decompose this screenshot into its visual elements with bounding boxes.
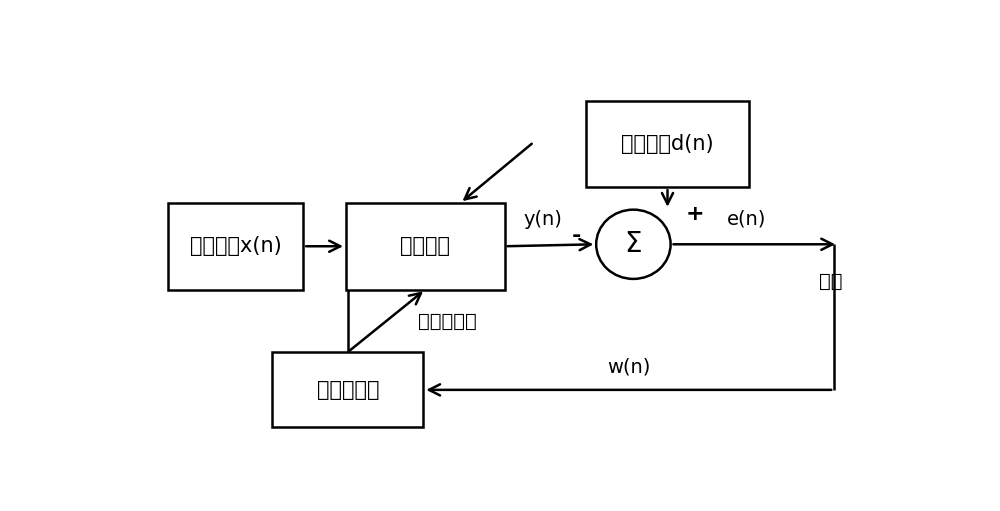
- Bar: [168, 203, 303, 290]
- Text: 滤波结构: 滤波结构: [400, 236, 450, 256]
- Text: +: +: [686, 203, 705, 224]
- Text: 自适应算法: 自适应算法: [317, 380, 379, 400]
- Bar: [346, 203, 505, 290]
- Text: Σ: Σ: [625, 230, 642, 258]
- Text: 输出: 输出: [818, 272, 842, 291]
- Bar: [272, 353, 423, 427]
- Text: w(n): w(n): [607, 357, 650, 376]
- Text: 参考信号x(n): 参考信号x(n): [190, 236, 281, 256]
- Text: -: -: [571, 226, 581, 246]
- Text: y(n): y(n): [523, 210, 562, 228]
- Text: 回波信号d(n): 回波信号d(n): [621, 134, 714, 154]
- Text: e(n): e(n): [727, 210, 766, 228]
- Bar: [586, 101, 749, 187]
- Ellipse shape: [596, 210, 671, 279]
- Text: 滤波器系数: 滤波器系数: [418, 312, 476, 331]
